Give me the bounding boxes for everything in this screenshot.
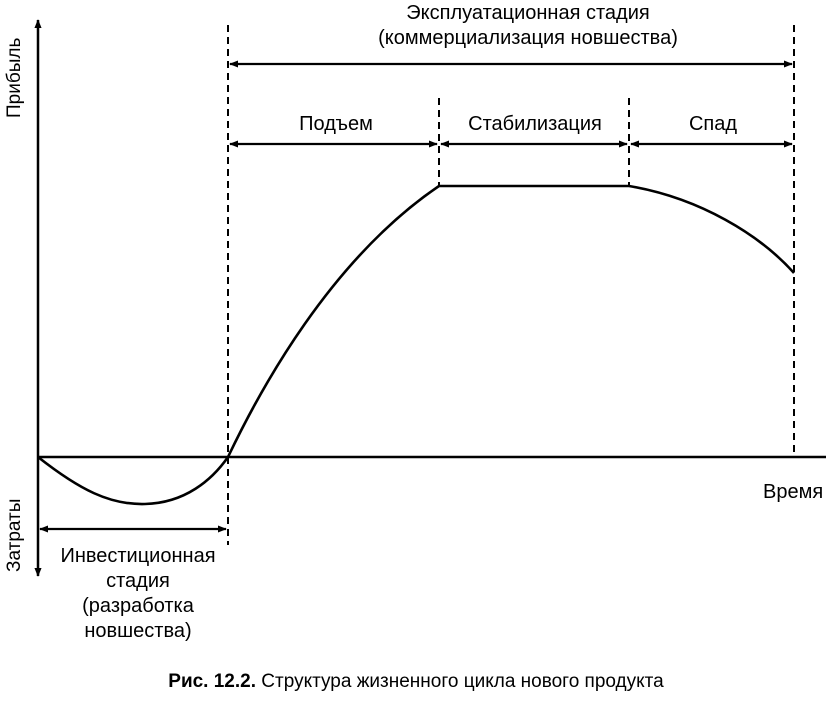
investment-stage-line1: Инвестиционная	[60, 545, 215, 567]
y-axis-profit-label: Прибыль	[4, 38, 25, 118]
figure-caption: Рис. 12.2. Структура жизненного цикла но…	[168, 671, 664, 692]
caption-number: Рис. 12.2.	[168, 671, 256, 692]
stabilization-stage-label: Стабилизация	[468, 113, 602, 135]
investment-stage-line4: новшества)	[84, 620, 191, 642]
operational-stage-subtitle: (коммерциализация новшества)	[378, 27, 678, 49]
investment-stage-line2: стадия	[106, 570, 170, 592]
y-axis-costs-label: Затраты	[4, 499, 25, 572]
decline-stage-label: Спад	[689, 113, 737, 135]
lifecycle-curve	[37, 184, 795, 506]
caption-text: Структура жизненного цикла нового продук…	[256, 671, 664, 692]
investment-stage-line3: (разработка	[82, 595, 195, 617]
x-axis-label: Время	[763, 481, 823, 503]
rise-stage-label: Подъем	[299, 113, 373, 135]
operational-stage-title: Эксплуатационная стадия	[406, 2, 649, 24]
